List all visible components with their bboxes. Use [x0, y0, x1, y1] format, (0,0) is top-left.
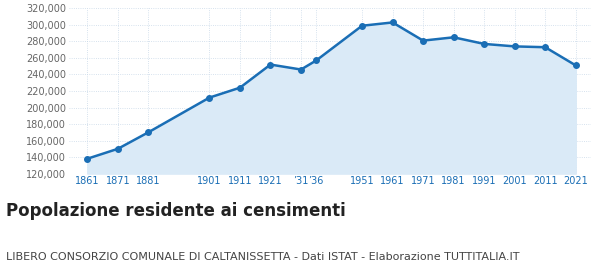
Text: Popolazione residente ai censimenti: Popolazione residente ai censimenti — [6, 202, 346, 220]
Text: LIBERO CONSORZIO COMUNALE DI CALTANISSETTA - Dati ISTAT - Elaborazione TUTTITALI: LIBERO CONSORZIO COMUNALE DI CALTANISSET… — [6, 252, 520, 262]
